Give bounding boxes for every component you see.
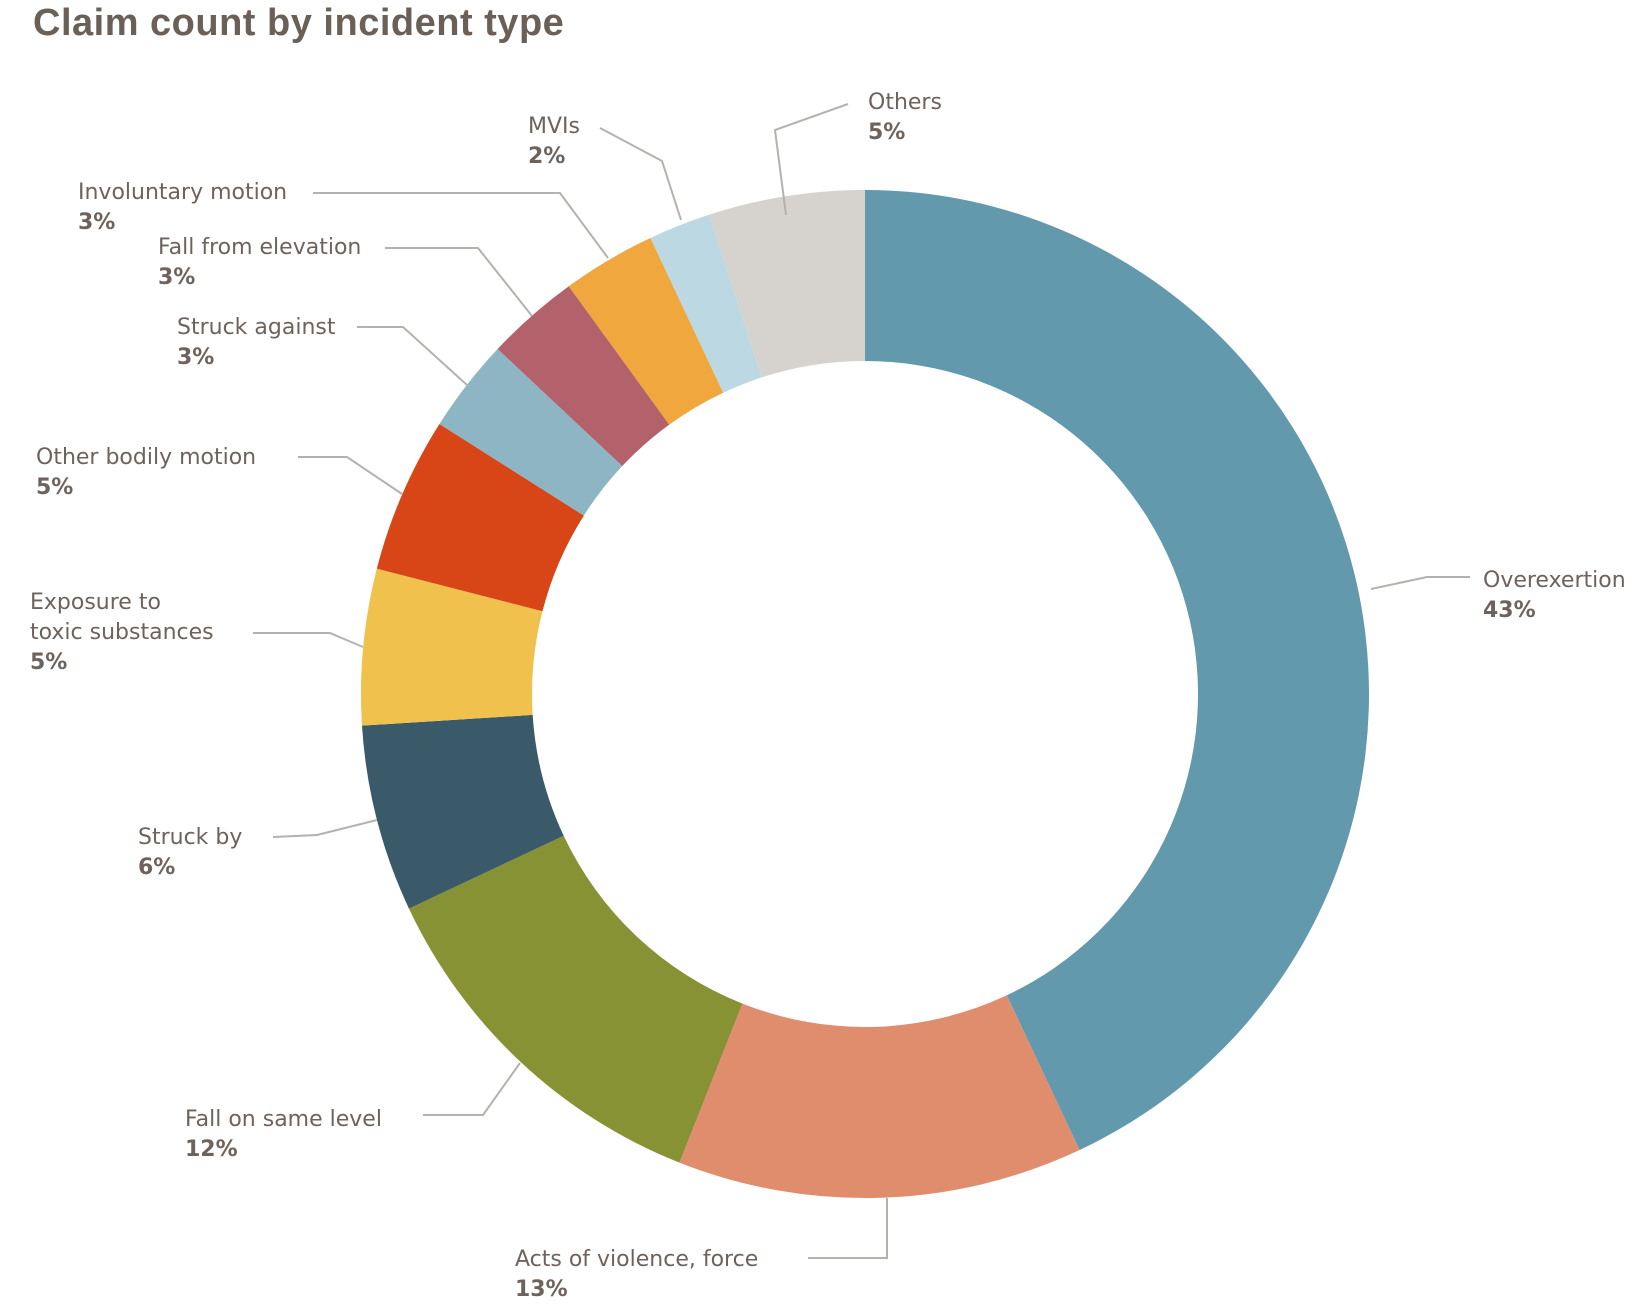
slice-fall-from-elevation[interactable] [497,286,670,467]
slice-struck-by[interactable] [361,714,564,909]
leader-line-fall-from-elevation [385,247,533,317]
slice-exposure-to-toxic-substances[interactable] [360,568,543,726]
leader-line-acts-of-violence-force [808,1198,888,1259]
slice-acts-of-violence-force[interactable] [679,995,1080,1198]
leader-line-struck-by [272,819,378,838]
leader-line-struck-against [357,326,468,386]
slice-others[interactable] [709,190,865,378]
slice-fall-on-same-level[interactable] [408,835,743,1163]
slice-involuntary-motion[interactable] [568,237,724,425]
slice-mvis[interactable] [650,214,763,393]
leader-line-involuntary-motion [313,192,609,259]
slice-other-bodily-motion[interactable] [376,423,584,612]
leader-line-fall-on-same-level [423,1062,521,1116]
chart-title: Claim count by incident type [33,2,565,44]
leader-line-mvis [599,127,682,221]
leader-line-other-bodily-motion [298,456,403,495]
slice-struck-against[interactable] [439,348,623,516]
leader-line-exposure-to-toxic-substances [253,632,364,648]
leader-line-overexertion [1370,576,1470,590]
slice-overexertion[interactable] [865,190,1369,1151]
